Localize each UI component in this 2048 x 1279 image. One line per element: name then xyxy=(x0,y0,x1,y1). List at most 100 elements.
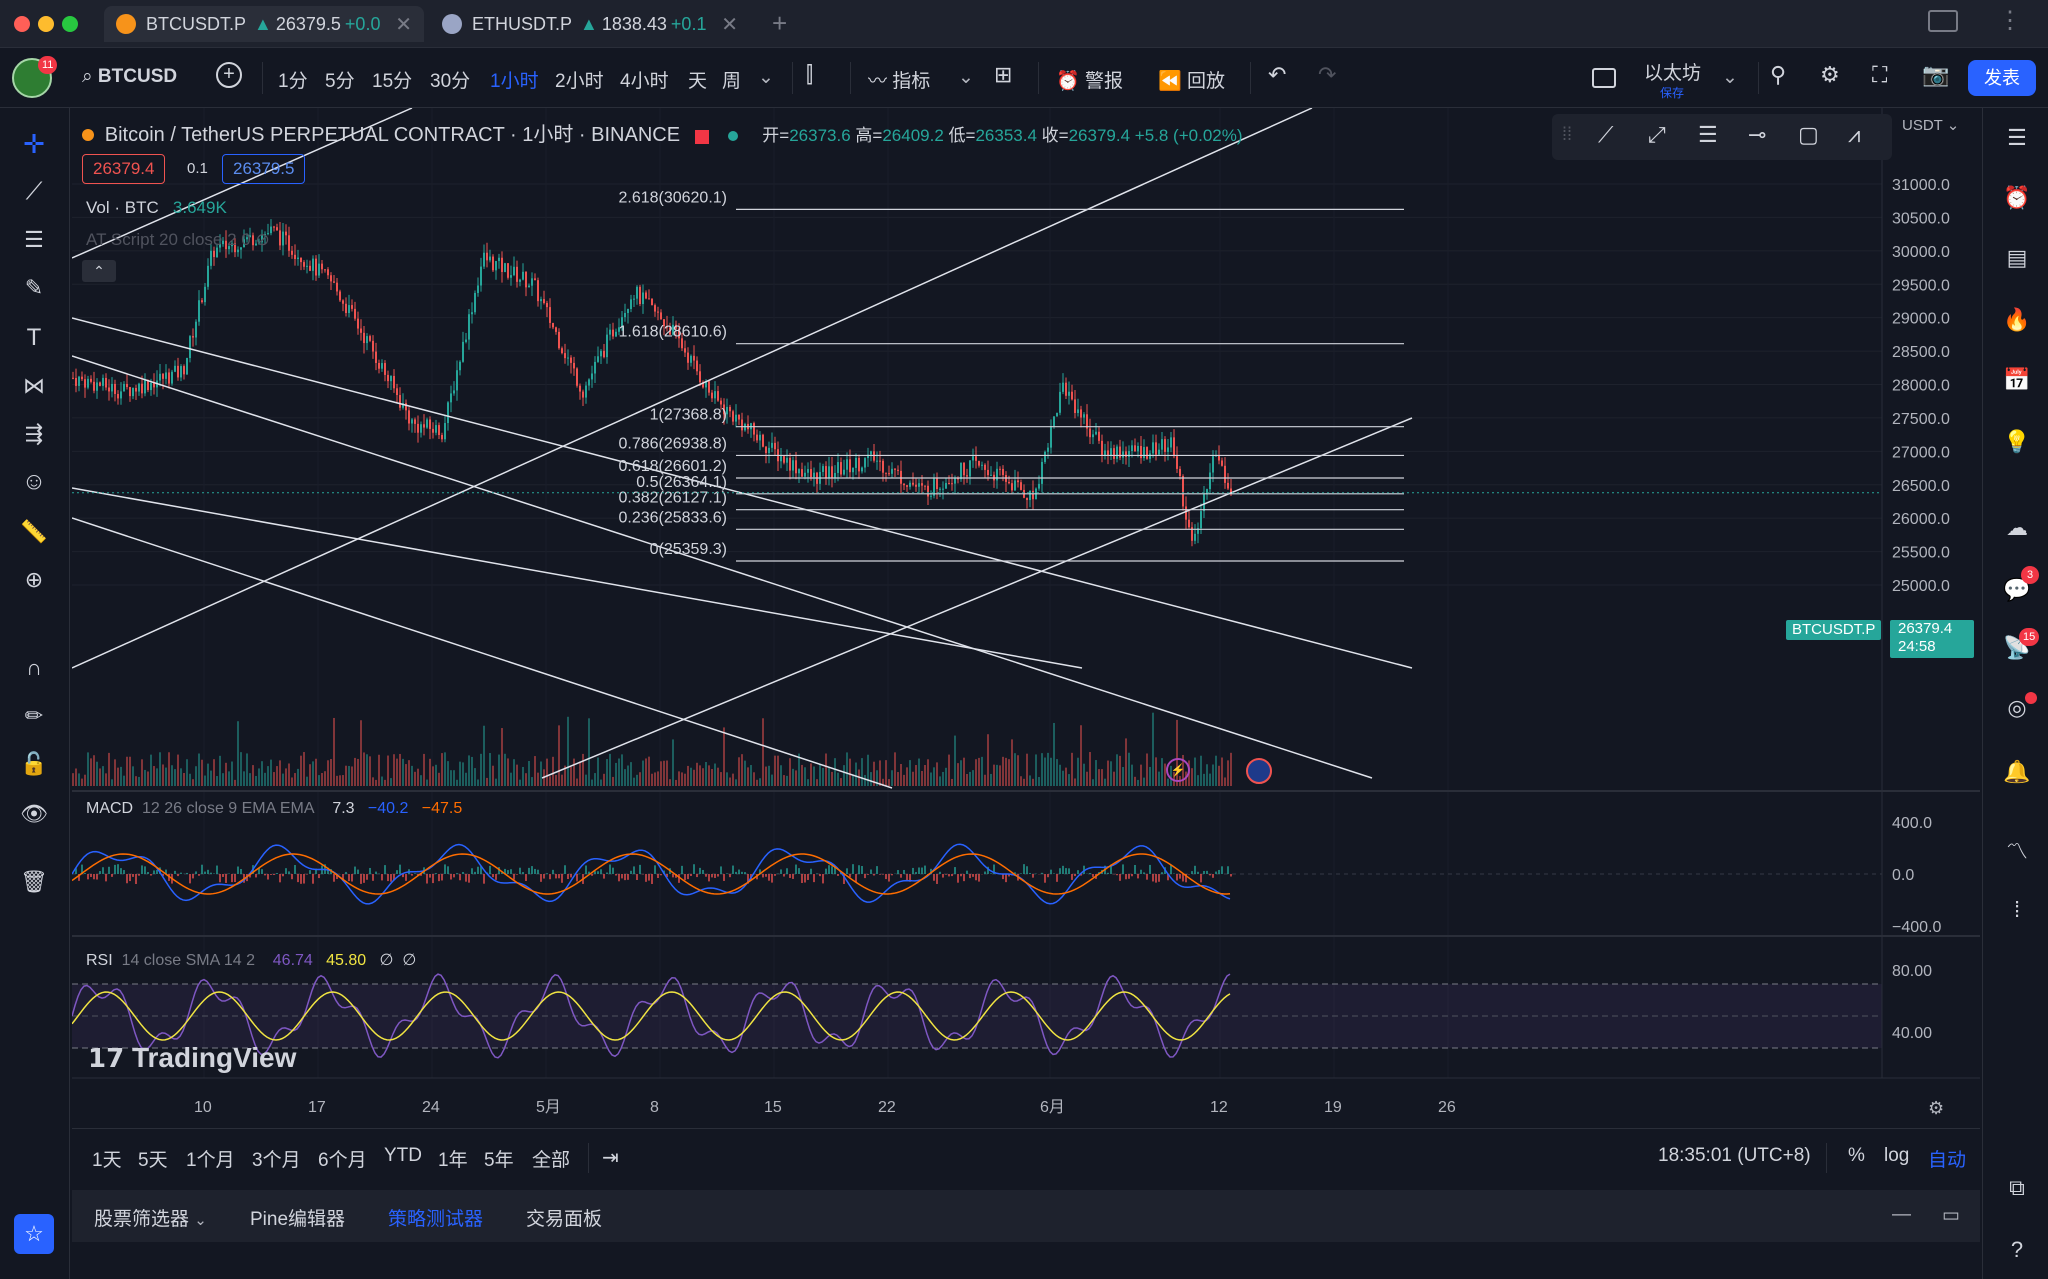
tab-pine-editor[interactable]: Pine编辑器 xyxy=(250,1209,346,1230)
crosshair-icon[interactable]: ✛ xyxy=(23,128,45,159)
currency-selector[interactable]: USDT ⌄ xyxy=(1902,117,1960,134)
time-axis-settings-icon[interactable]: ⚙ xyxy=(1928,1098,1945,1118)
broadcast-icon[interactable]: ◎ xyxy=(2007,695,2027,720)
interval-1m[interactable]: 1分 xyxy=(278,71,308,92)
interval-2h[interactable]: 2小时 xyxy=(555,71,604,92)
range-6m[interactable]: 6个月 xyxy=(318,1150,367,1171)
interval-15m[interactable]: 15分 xyxy=(372,71,413,92)
collapse-legend-button[interactable]: ⌃ xyxy=(82,260,116,282)
log-scale-toggle[interactable]: log xyxy=(1884,1145,1910,1166)
horizontal-line-icon[interactable]: ⊸ xyxy=(1748,122,1767,147)
auto-scale-toggle[interactable]: 自动 xyxy=(1928,1150,1967,1171)
text-icon[interactable]: T xyxy=(26,324,42,351)
ray-tool-icon[interactable]: ⤢ xyxy=(1648,122,1666,147)
publish-button[interactable]: 发表 xyxy=(1968,60,2036,96)
range-5y[interactable]: 5年 xyxy=(484,1150,514,1171)
quick-search-icon[interactable]: ⚲ xyxy=(1770,62,1787,87)
interval-5m[interactable]: 5分 xyxy=(325,71,355,92)
layout-save-label[interactable]: 保存 xyxy=(1660,86,1685,100)
hotlist-fire-icon[interactable]: 🔥 xyxy=(2003,307,2031,332)
compare-symbol-button[interactable]: + xyxy=(216,62,242,88)
replay-button[interactable]: ⏪ 回放 xyxy=(1158,66,1225,93)
layers-icon[interactable]: ⧉ xyxy=(2009,1175,2025,1200)
minimize-window-button[interactable] xyxy=(38,16,54,32)
fullscreen-icon[interactable]: ⛶ xyxy=(1872,62,1888,87)
indicators-button[interactable]: 〰 指标 xyxy=(868,66,930,93)
help-icon[interactable]: ? xyxy=(2010,1237,2024,1262)
magnet-icon[interactable]: ∩ xyxy=(26,655,42,680)
range-1m[interactable]: 1个月 xyxy=(186,1150,235,1171)
layout-name[interactable]: 以太坊 xyxy=(1644,63,1702,84)
interval-day[interactable]: 天 xyxy=(688,71,708,92)
clock-timezone[interactable]: 18:35:01 (UTC+8) xyxy=(1658,1145,1811,1166)
tab-strategy-tester[interactable]: 策略测试器 xyxy=(388,1209,484,1230)
alert-button[interactable]: ⏰ 警报 xyxy=(1056,66,1123,93)
path-tool-icon[interactable]: ⩘ xyxy=(1848,122,1861,147)
close-tab-icon[interactable]: ✕ xyxy=(395,13,412,36)
redo-icon[interactable]: ↷ xyxy=(1318,62,1337,87)
favorites-star-icon[interactable]: ☆ xyxy=(14,1214,54,1254)
undo-icon[interactable]: ↶ xyxy=(1268,62,1287,87)
tab-stock-screener[interactable]: 股票筛选器 ⌄ xyxy=(94,1209,207,1230)
zoom-in-icon[interactable]: ⊕ xyxy=(24,567,44,592)
alarm-clock-icon[interactable]: ⏰ xyxy=(2003,185,2031,210)
layout-dropdown-icon[interactable]: ⌄ xyxy=(1722,67,1738,88)
data-window-icon[interactable]: ▤ xyxy=(2006,245,2028,270)
templates-icon[interactable]: ⊞ xyxy=(994,62,1013,87)
range-5d[interactable]: 5天 xyxy=(138,1150,168,1171)
buy-price-button[interactable]: 26379.5 xyxy=(222,154,306,184)
tab-ethusdt[interactable]: ETHUSDT.P ▲ 1838.43 +0.1 ✕ xyxy=(430,6,750,42)
news-cloud-icon[interactable]: ☁ xyxy=(2006,515,2028,540)
range-all[interactable]: 全部 xyxy=(532,1150,571,1171)
trendline-tool-icon[interactable]: ⟋ xyxy=(1598,122,1614,147)
layout-select-icon[interactable] xyxy=(1592,68,1616,88)
fib-tool-icon[interactable]: ☰ xyxy=(1698,122,1718,147)
percent-scale-toggle[interactable]: % xyxy=(1848,1145,1865,1166)
camera-icon[interactable]: 📷 xyxy=(1922,62,1950,87)
us-flag-event-icon[interactable] xyxy=(1246,758,1272,784)
range-1d[interactable]: 1天 xyxy=(92,1150,122,1171)
trend-line-icon[interactable]: ⟋ xyxy=(25,178,43,205)
prediction-icon[interactable]: ⇶ xyxy=(24,421,44,446)
tab-btcusdt[interactable]: BTCUSDT.P ▲ 26379.5 +0.0 ✕ xyxy=(104,6,424,42)
notifications-bell-icon[interactable]: 🔔 xyxy=(2003,759,2031,784)
watchlist-icon[interactable]: ☰ xyxy=(2007,125,2027,150)
symbol-search[interactable]: ⌕ BTCUSD xyxy=(82,66,177,88)
maximize-window-button[interactable] xyxy=(62,16,78,32)
flag-icon[interactable] xyxy=(694,129,709,144)
interval-dropdown-icon[interactable]: ⌄ xyxy=(758,67,774,88)
fib-retracement-icon[interactable]: ☰ xyxy=(24,227,44,252)
rectangle-tool-icon[interactable]: ▢ xyxy=(1798,122,1819,147)
maximize-panel-icon[interactable]: ▭ xyxy=(1942,1205,1960,1226)
layout-view-icon[interactable] xyxy=(1928,10,1958,32)
range-1y[interactable]: 1年 xyxy=(438,1150,468,1171)
range-3m[interactable]: 3个月 xyxy=(252,1150,301,1171)
lock-icon[interactable]: 🔓 xyxy=(20,751,48,776)
settings-gear-icon[interactable]: ⚙ xyxy=(1820,62,1840,87)
candle-style-icon[interactable]: ⫿ xyxy=(806,62,814,87)
interval-week[interactable]: 周 xyxy=(722,71,742,92)
emoji-icon[interactable]: ☺ xyxy=(21,468,47,495)
interval-4h[interactable]: 4小时 xyxy=(620,71,669,92)
lock-drawing-icon[interactable]: ✏ xyxy=(24,703,44,728)
drag-handle-icon[interactable]: ⁞⁞ xyxy=(1562,124,1573,144)
close-tab-icon[interactable]: ✕ xyxy=(721,13,738,36)
brush-icon[interactable]: ✎ xyxy=(24,275,44,300)
calendar-icon[interactable]: 📅 xyxy=(2003,367,2031,392)
new-tab-icon[interactable]: + xyxy=(772,8,788,38)
event-flash-icon[interactable]: ⚡ xyxy=(1166,758,1190,782)
chart-canvas[interactable]: 2.618(30620.1) 1.618(28610.6) 1(27368.8) 0.… xyxy=(72,108,1980,1128)
eye-icon[interactable]: 👁 xyxy=(20,801,48,826)
ruler-icon[interactable]: 📏 xyxy=(20,519,48,544)
minimize-panel-icon[interactable]: — xyxy=(1892,1204,1911,1225)
hidden-eye-icon[interactable]: ⊘ xyxy=(255,230,270,249)
tab-trading-panel[interactable]: 交易面板 xyxy=(526,1209,603,1230)
pattern-icon[interactable]: ⋈ xyxy=(23,373,45,398)
range-ytd[interactable]: YTD xyxy=(384,1145,422,1166)
interval-30m[interactable]: 30分 xyxy=(430,71,471,92)
sell-price-button[interactable]: 26379.4 xyxy=(82,154,166,184)
close-window-button[interactable] xyxy=(14,16,30,32)
depth-icon[interactable]: ⁞ xyxy=(2013,897,2021,922)
chart-area[interactable]: 2.618(30620.1) 1.618(28610.6) 1(27368.8) 0.… xyxy=(72,108,1980,1128)
trash-icon[interactable]: 🗑 xyxy=(20,869,48,894)
